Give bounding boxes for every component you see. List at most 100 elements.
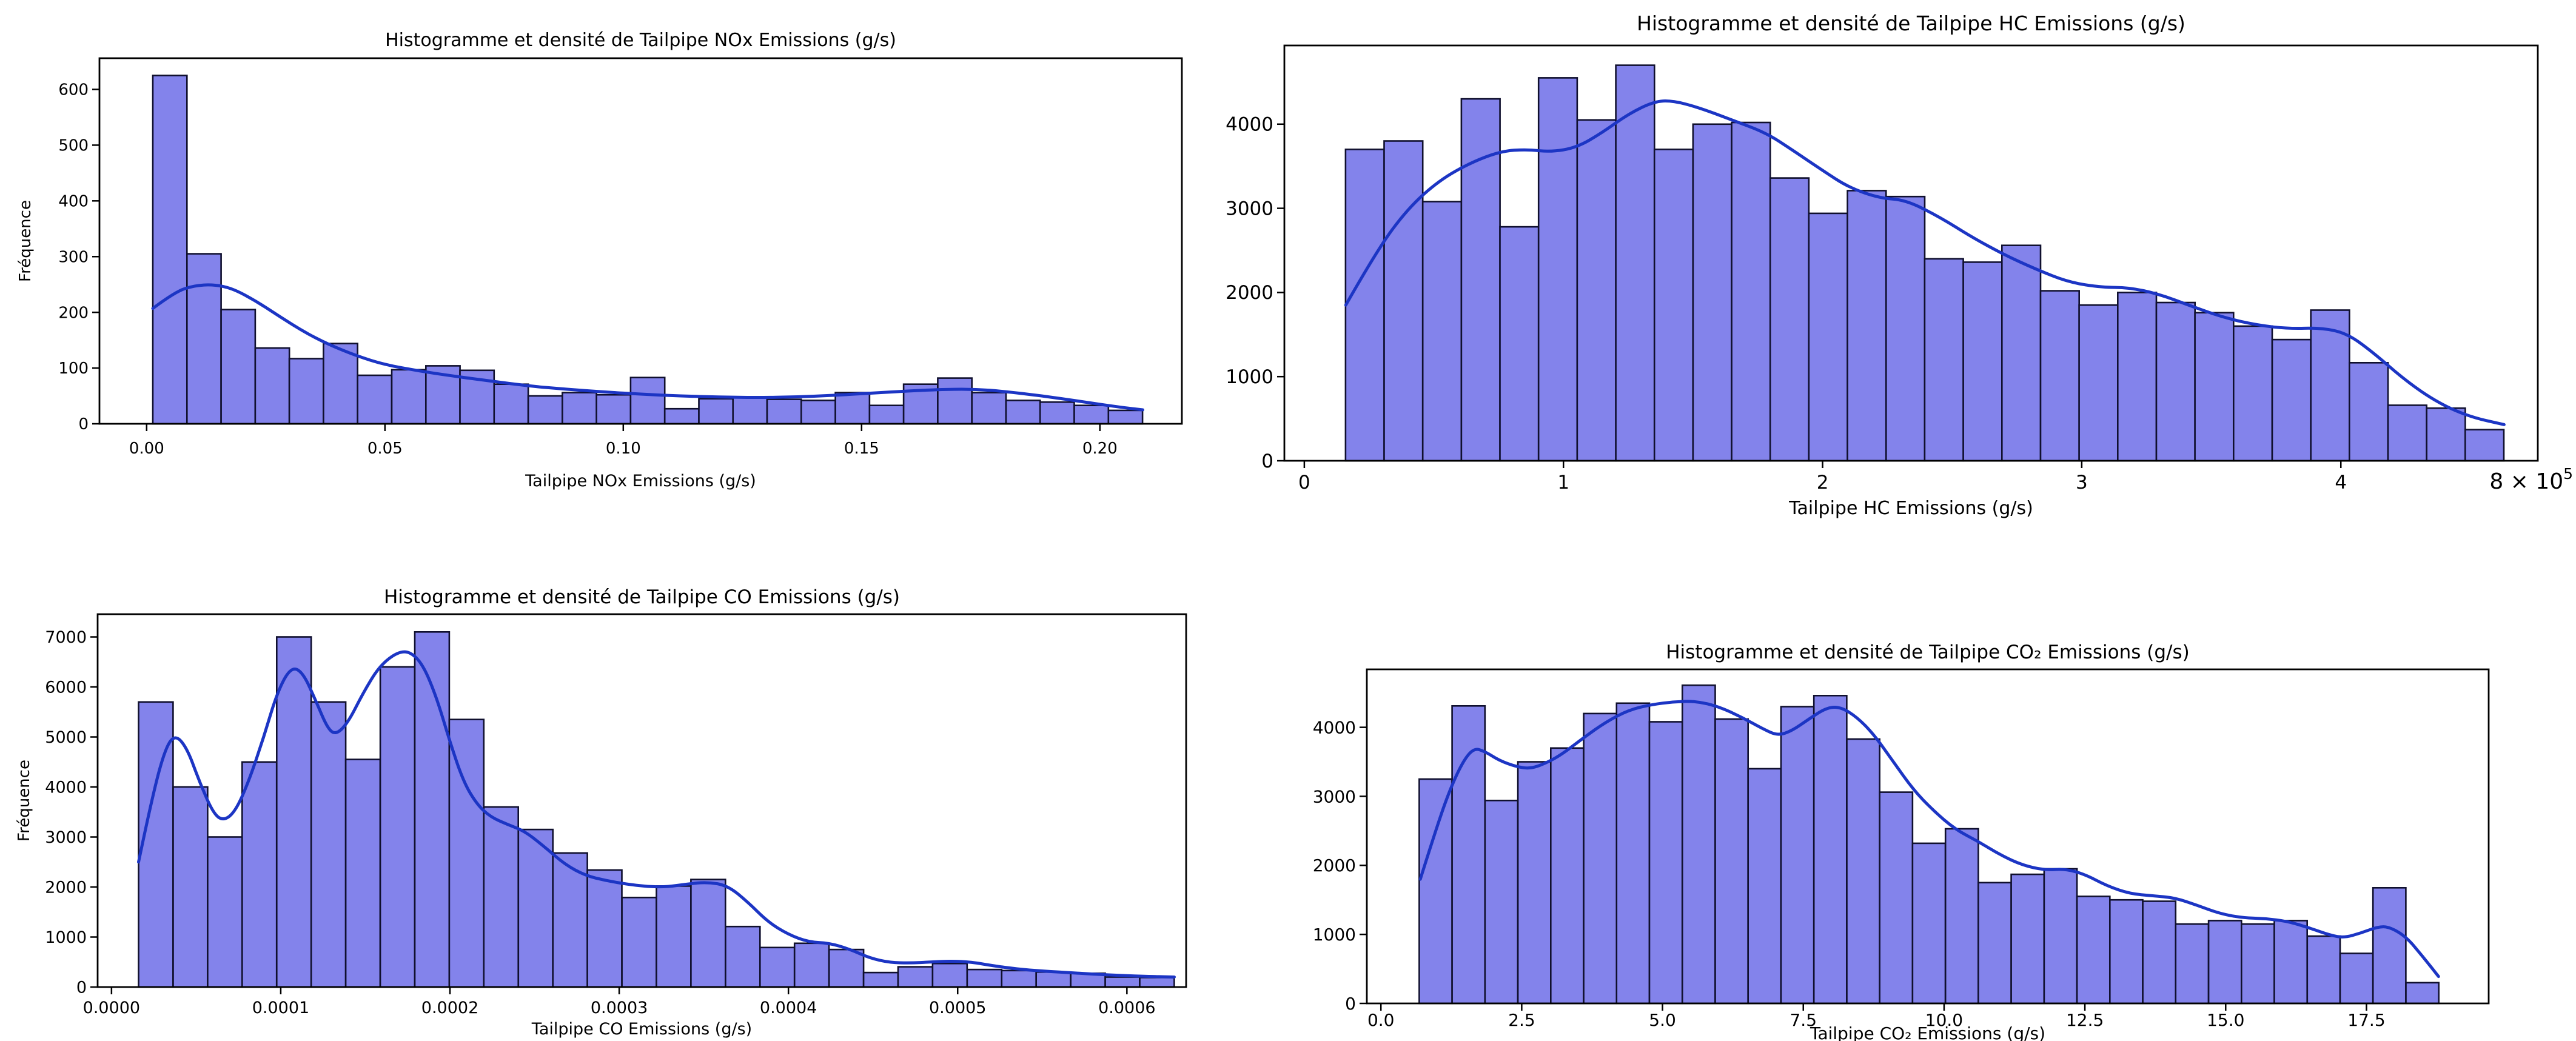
- nox-kde-curve: [151, 283, 1144, 412]
- y-tick-label: 7000: [45, 628, 87, 647]
- nox-x-axis-label: Tailpipe NOx Emissions (g/s): [525, 472, 756, 490]
- nox-y-axis: 0 100 200 300 400 500 600: [58, 81, 99, 433]
- co2-y-axis: 0 1000 2000 3000 4000: [1313, 717, 1367, 1014]
- co-kde-curve: [137, 650, 1176, 979]
- histogram-bar: [931, 962, 968, 988]
- histogram-bar: [172, 786, 209, 988]
- co-histogram-bars: [138, 631, 1175, 988]
- histogram-bar: [2117, 292, 2158, 462]
- x-tick-label: 0.0: [1367, 1010, 1395, 1030]
- hc-x-axis: 0 1 2 3 4: [1298, 461, 2347, 494]
- x-tick-label: 17.5: [2347, 1010, 2385, 1030]
- histogram-bar: [698, 398, 734, 425]
- histogram-bar: [862, 971, 899, 988]
- co-x-axis: 0.0000 0.0001 0.0002 0.0003 0.0004 0.0005 0.00…: [83, 987, 1156, 1017]
- histogram-bar: [344, 758, 381, 988]
- hc-kde-curve: [1344, 99, 2506, 426]
- hc-chart: 0 1 2 3 4 0 1000 2000 3000 4000 Histogramme et den…: [1226, 12, 2573, 519]
- x-tick-label: 0.15: [844, 440, 879, 458]
- histogram-bar: [152, 75, 188, 425]
- histogram-bar: [527, 395, 563, 425]
- x-tick-label: 12.5: [2066, 1010, 2104, 1030]
- histogram-bar: [254, 347, 290, 425]
- co2-chart: 0.0 2.5 5.0 7.5 10.0 12.5 15.0 17.5 0 1000 2000 300…: [1313, 641, 2490, 1041]
- histogram-bar: [1517, 761, 1552, 1005]
- histogram-bar: [793, 942, 830, 988]
- x-tick-label: 0.0004: [760, 999, 817, 1017]
- histogram-bar: [2039, 290, 2081, 462]
- histogram-bar: [391, 369, 427, 425]
- histogram-bar: [310, 701, 347, 988]
- histogram-bar: [1653, 149, 1694, 462]
- histogram-bar: [2233, 325, 2273, 462]
- histogram-bar: [207, 836, 243, 988]
- histogram-bar: [1911, 842, 1947, 1005]
- histogram-bar: [595, 393, 632, 425]
- histogram-bar: [186, 253, 222, 425]
- histogram-bar: [690, 879, 726, 988]
- x-tick-label: 0.20: [1082, 440, 1118, 458]
- histogram-bar: [414, 631, 451, 988]
- histogram-bar: [2175, 923, 2210, 1005]
- histogram-bar: [2078, 304, 2119, 462]
- y-tick-label: 2000: [1226, 282, 1273, 304]
- histogram-bar: [2349, 361, 2389, 462]
- histogram-bar: [2372, 887, 2407, 1005]
- histogram-bar: [1813, 695, 1848, 1005]
- co2-x-axis-label: Tailpipe CO₂ Emissions (g/s): [1810, 1023, 2045, 1041]
- y-tick-label: 4000: [45, 778, 87, 797]
- histogram-bar: [2241, 923, 2275, 1005]
- nox-chart: 0.00 0.05 0.10 0.15 0.20 0 100 200 300 400 500 600 H…: [16, 30, 1183, 490]
- histogram-bar: [834, 392, 871, 425]
- y-tick-label: 300: [58, 248, 89, 266]
- histogram-bar: [1714, 718, 1749, 1005]
- histogram-bar: [1885, 195, 1926, 462]
- y-tick-label: 1000: [45, 928, 87, 947]
- co-chart: 0.0000 0.0001 0.0002 0.0003 0.0004 0.0005 0.00…: [15, 586, 1187, 1039]
- y-tick-label: 1000: [1313, 925, 1356, 945]
- y-tick-label: 3000: [1226, 198, 1273, 219]
- x-tick-label: 2.5: [1508, 1010, 1535, 1030]
- histogram-bar: [220, 309, 257, 425]
- histogram-bar: [621, 897, 657, 988]
- histogram-bar: [1418, 778, 1453, 1005]
- co2-histogram-bars: [1418, 684, 2440, 1005]
- hc-x-offset-text: 8 × 105: [2489, 465, 2573, 494]
- histogram-bar: [2306, 935, 2341, 1005]
- x-tick-label: 0.0003: [591, 999, 648, 1017]
- histogram-bar: [1537, 77, 1578, 462]
- histogram-bar: [562, 392, 598, 425]
- histogram-bar: [2010, 873, 2045, 1005]
- histogram-bar: [323, 343, 359, 425]
- hc-histogram-bars: [1344, 64, 2505, 462]
- y-tick-label: 600: [58, 81, 89, 99]
- x-tick-label: 0: [1298, 472, 1310, 494]
- co-axes-frame: [96, 613, 1187, 988]
- histogram-bar: [2142, 900, 2177, 1005]
- y-tick-label: 2000: [45, 878, 87, 897]
- x-tick-label: 0.0002: [421, 999, 478, 1017]
- x-tick-label: 5.0: [1649, 1010, 1676, 1030]
- y-tick-label: 0: [1261, 450, 1273, 472]
- co2-axes-frame: [1366, 668, 2490, 1005]
- histogram-bar: [800, 400, 836, 425]
- nox-y-axis-label: Fréquence: [16, 200, 35, 282]
- histogram-bar: [1104, 976, 1141, 988]
- histogram-bar: [1550, 747, 1585, 1005]
- histogram-bar: [2339, 952, 2374, 1005]
- x-tick-label: 7.5: [1789, 1010, 1817, 1030]
- histogram-bar: [1421, 201, 1463, 462]
- co2-chart-title: Histogramme et densité de Tailpipe CO₂ E…: [1666, 641, 2190, 663]
- histogram-bar: [937, 377, 973, 425]
- histogram-bar: [1344, 149, 1385, 462]
- histogram-bar: [1747, 768, 1782, 1005]
- histogram-bar: [2109, 899, 2144, 1005]
- histogram-bar: [828, 948, 865, 988]
- nox-chart-title: Histogramme et densité de Tailpipe NOx E…: [385, 30, 896, 51]
- histogram-bar: [1035, 971, 1072, 988]
- hc-axes-frame: [1283, 44, 2539, 462]
- histogram-bar: [1846, 190, 1887, 462]
- x-tick-label: 0.00: [129, 440, 164, 458]
- co2-kde-curve: [1418, 700, 2440, 979]
- histogram-bar: [1944, 828, 1979, 1005]
